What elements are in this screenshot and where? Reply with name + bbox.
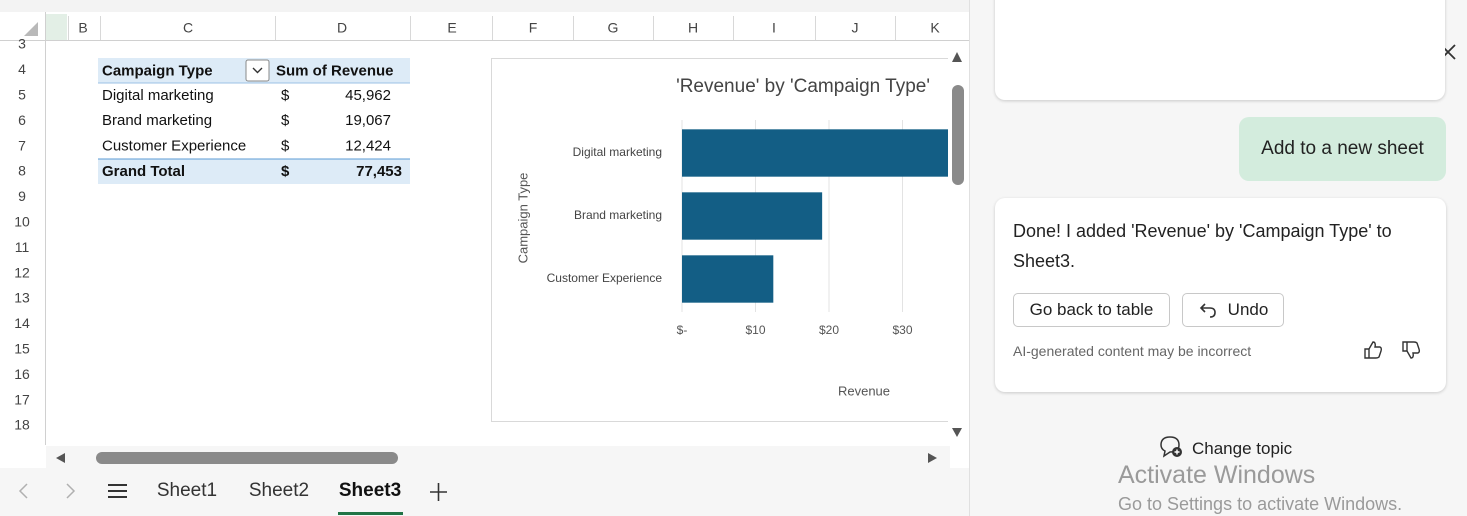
previous-card (995, 0, 1445, 100)
column-header: G (608, 20, 619, 36)
row-header: 7 (18, 137, 26, 153)
column-header-bar (0, 12, 969, 41)
thumbs-down[interactable] (1400, 339, 1422, 361)
watermark-title: Activate Windows (1118, 461, 1316, 489)
scroll-left[interactable] (56, 453, 65, 463)
column-header: J (852, 20, 859, 36)
pivot-cell: $ (281, 87, 290, 104)
change-topic[interactable]: Change topic (1192, 439, 1293, 458)
y-tick-label: Customer Experience (547, 271, 663, 285)
row-header: 6 (18, 112, 26, 128)
reply-card: Done! I added 'Revenue' by 'Campaign Typ… (995, 198, 1446, 392)
pivot-cell: $ (281, 112, 290, 129)
column-header: H (688, 20, 698, 36)
disclaimer: AI-generated content may be incorrect (1013, 343, 1252, 359)
scroll-down[interactable] (952, 428, 962, 437)
spreadsheet: 'Revenue' by 'Campaign Type' Campaign Typ… (0, 0, 969, 516)
undo-icon (1199, 303, 1216, 318)
pivot-cell: 12,424 (345, 138, 391, 155)
h-scroll-thumb[interactable] (96, 452, 398, 464)
y-tick-label: Digital marketing (573, 145, 662, 159)
v-scroll-thumb[interactable] (952, 85, 964, 185)
row-header: 11 (15, 239, 30, 255)
column-header: I (772, 20, 776, 36)
x-tick-label: $20 (819, 323, 839, 337)
pivot-cell: Grand Total (102, 163, 185, 180)
add-sheet[interactable] (430, 483, 447, 501)
undo-button[interactable]: Undo (1182, 293, 1284, 327)
selected-header (46, 14, 67, 40)
bar (682, 129, 948, 177)
pivot-cell: $ (281, 163, 290, 180)
row-header: 9 (18, 188, 26, 204)
ribbon-edge (0, 0, 969, 12)
tab-prev[interactable] (18, 483, 28, 499)
user-message: Add to a new sheet (1239, 117, 1446, 181)
sheet-tab[interactable]: Sheet2 (249, 480, 309, 501)
pivot-cell: $ (281, 138, 290, 155)
sheet-tab[interactable]: Sheet1 (157, 480, 217, 501)
pivot-cell: 77,453 (356, 163, 402, 180)
x-tick-label: $30 (892, 323, 912, 337)
active-tab-underline (338, 512, 403, 515)
pivot-total-band (98, 159, 410, 184)
row-header: 5 (18, 87, 26, 103)
x-tick-label: $10 (745, 323, 765, 337)
column-header: E (447, 20, 456, 36)
y-axis-title: Campaign Type (515, 173, 530, 264)
row-header: 12 (14, 264, 30, 280)
scroll-up[interactable] (952, 52, 962, 62)
row-header: 18 (14, 417, 30, 433)
change-topic-icon[interactable] (1158, 434, 1186, 460)
scroll-right[interactable] (928, 453, 937, 463)
pivot-header: Campaign Type (102, 62, 213, 79)
x-tick-label: $- (677, 323, 688, 337)
go-back-button[interactable]: Go back to table (1013, 293, 1170, 327)
reply-text: Done! I added 'Revenue' by 'Campaign Typ… (1013, 221, 1392, 271)
row-header: 17 (14, 391, 30, 407)
row-header: 14 (14, 315, 30, 331)
x-axis-title: Revenue (838, 383, 890, 398)
row-header: 3 (18, 36, 26, 52)
button-label: Go back to table (1029, 300, 1154, 319)
tab-bar (0, 468, 969, 516)
sheet-menu[interactable] (108, 484, 127, 498)
row-header: 4 (18, 61, 26, 77)
chart: 'Revenue' by 'Campaign Type' Campaign Typ… (515, 76, 948, 398)
copilot-panel: Copilot PREVIEW Add to a new sheet Done!… (969, 0, 1467, 516)
button-label: Undo (1227, 300, 1269, 319)
bar (682, 192, 823, 240)
row-header: 15 (14, 341, 30, 357)
thumbs-up[interactable] (1362, 339, 1384, 361)
tab-next[interactable] (66, 483, 76, 499)
watermark-subtitle: Go to Settings to activate Windows. (1118, 494, 1403, 514)
pivot-cell: Customer Experience (102, 138, 246, 155)
pivot-cell: 45,962 (345, 87, 391, 104)
y-tick-label: Brand marketing (574, 208, 662, 222)
column-header: D (337, 20, 347, 36)
pivot-cell: Digital marketing (102, 87, 214, 104)
chart-title: 'Revenue' by 'Campaign Type' (676, 76, 930, 97)
bar (682, 255, 774, 303)
select-all[interactable] (24, 22, 38, 36)
row-header: 10 (14, 214, 30, 230)
column-header: C (183, 20, 193, 36)
chart-frame (491, 58, 948, 422)
row-header: 16 (14, 366, 30, 382)
pivot-header: Sum of Revenue (276, 62, 394, 79)
row-header: 8 (18, 163, 26, 179)
pivot-cell: Brand marketing (102, 112, 212, 129)
pivot-cell: 19,067 (345, 112, 391, 129)
sheet-tab[interactable]: Sheet3 (339, 480, 401, 501)
filter-chevron (252, 67, 263, 74)
column-header: B (78, 20, 87, 36)
filter-button[interactable] (245, 59, 270, 82)
row-header: 13 (14, 290, 30, 306)
column-header: F (529, 20, 538, 36)
column-header: K (930, 20, 940, 36)
